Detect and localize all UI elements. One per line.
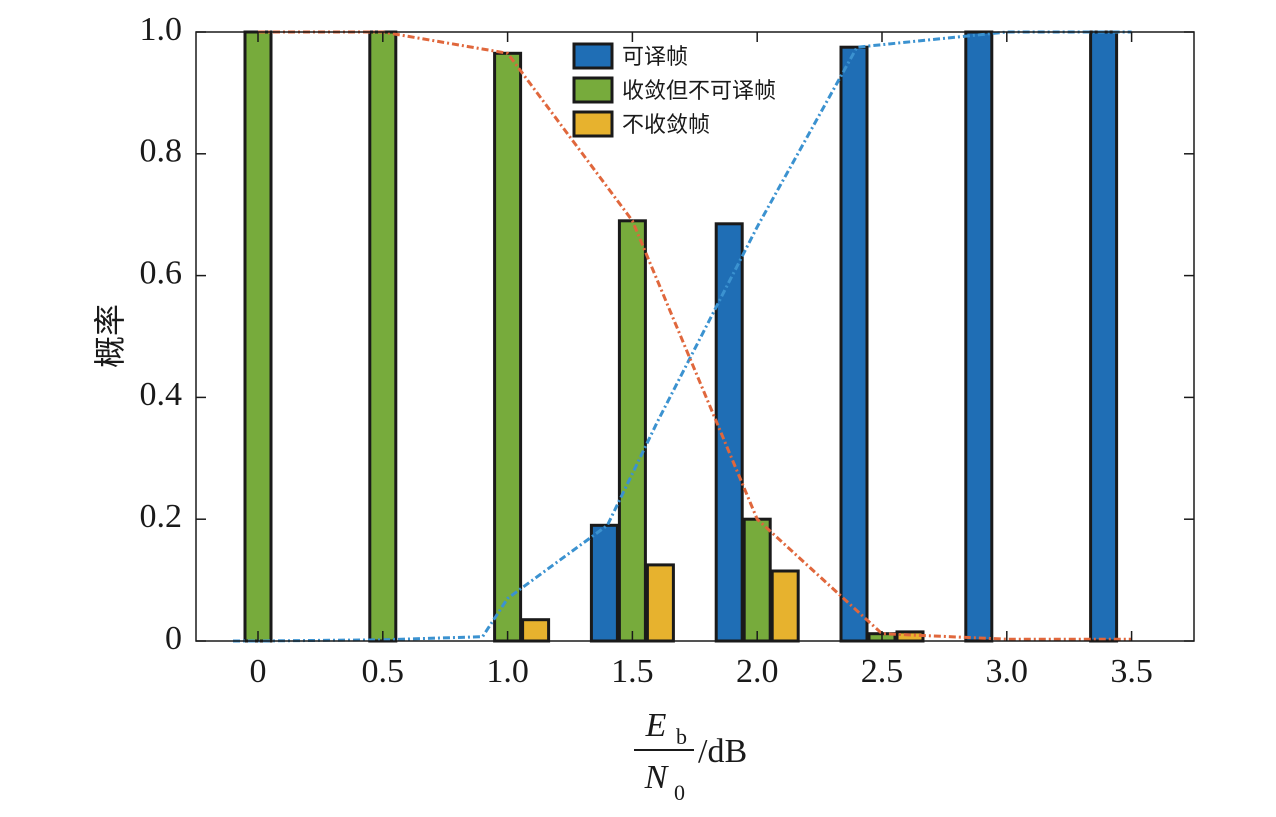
y-tick-label-2: 0.4 bbox=[140, 376, 183, 413]
bar-series0-cat4 bbox=[714, 222, 744, 643]
bar-series1-cat0 bbox=[243, 30, 273, 643]
legend-swatch-0 bbox=[572, 42, 614, 70]
bar-series1-cat3 bbox=[617, 219, 647, 643]
x-axis-label: E b N 0 /dB bbox=[634, 707, 747, 805]
x-label-numerator: E bbox=[645, 707, 667, 744]
bar-series1-cat4 bbox=[742, 517, 772, 643]
y-axis-label: 概率 bbox=[91, 304, 129, 368]
x-tick-label-1: 0.5 bbox=[362, 653, 405, 690]
y-tick-label-3: 0.6 bbox=[140, 254, 183, 291]
x-tick-label-3: 1.5 bbox=[611, 653, 654, 690]
plot-frame bbox=[195, 31, 1195, 642]
bar-series2-cat4 bbox=[770, 569, 800, 643]
x-tick-label-6: 3.0 bbox=[986, 653, 1029, 690]
y-axis-ticks: 0 0.2 0.4 0.6 0.8 1.0 bbox=[140, 11, 1194, 657]
bar-series2-cat2 bbox=[521, 618, 551, 643]
x-label-denominator: N bbox=[644, 759, 670, 796]
x-label-numerator-sub: b bbox=[676, 724, 687, 749]
x-tick-label-5: 2.5 bbox=[861, 653, 904, 690]
bar-series2-cat3 bbox=[645, 563, 675, 643]
bar-series0-cat6 bbox=[964, 30, 994, 643]
y-tick-label-0: 0 bbox=[165, 620, 182, 657]
lines-layer bbox=[233, 30, 1132, 643]
y-tick-label-1: 0.2 bbox=[140, 498, 183, 535]
bar-series0-cat5 bbox=[839, 45, 869, 643]
x-label-denominator-sub: 0 bbox=[674, 780, 685, 805]
legend-swatch-1 bbox=[572, 76, 614, 104]
y-tick-label-5: 1.0 bbox=[140, 11, 183, 48]
legend-label-0: 可译帧 bbox=[622, 45, 688, 70]
bar-series1-cat1 bbox=[368, 30, 398, 643]
legend-swatch-2 bbox=[572, 110, 614, 138]
trend-line-1 bbox=[258, 30, 1132, 641]
bar-series1-cat2 bbox=[493, 51, 523, 643]
trend-line-0 bbox=[233, 30, 1132, 643]
x-tick-label-2: 1.0 bbox=[486, 653, 529, 690]
x-label-unit: /dB bbox=[698, 733, 747, 770]
legend-label-1: 收敛但不可译帧 bbox=[622, 79, 776, 104]
bars-layer bbox=[243, 30, 1119, 643]
x-tick-label-0: 0 bbox=[250, 653, 267, 690]
x-tick-label-4: 2.0 bbox=[736, 653, 779, 690]
x-tick-label-7: 3.5 bbox=[1110, 653, 1153, 690]
bar-series0-cat3 bbox=[589, 523, 619, 643]
legend-label-2: 不收敛帧 bbox=[622, 113, 710, 138]
y-tick-label-4: 0.8 bbox=[140, 133, 183, 170]
x-axis-ticks: 0 0.5 1.0 1.5 2.0 2.5 3.0 3.5 bbox=[250, 32, 1153, 690]
bar-series0-cat7 bbox=[1089, 30, 1119, 643]
